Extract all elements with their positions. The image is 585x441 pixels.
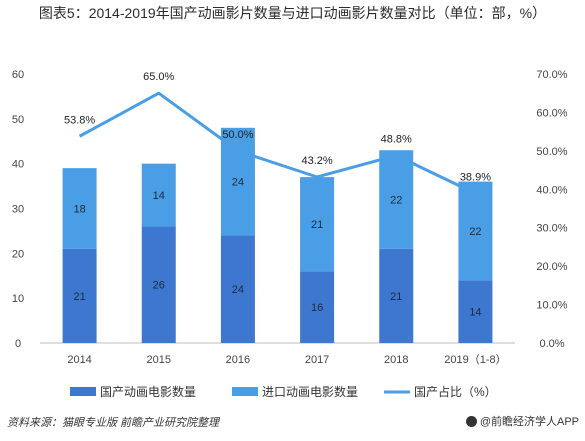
share-point-label: 50.0% (222, 129, 253, 141)
bar-domestic (62, 248, 97, 343)
y2-tick-label: 10.0% (536, 300, 567, 312)
share-point-label: 38.9% (460, 172, 491, 184)
share-point-label: 43.2% (301, 155, 332, 167)
bar-imported-label: 22 (469, 226, 481, 238)
legend-label: 国产占比（%） (414, 384, 497, 399)
share-point-label: 53.8% (64, 114, 95, 126)
legend-swatch (70, 387, 96, 396)
bar-imported (379, 150, 414, 249)
x-tick-label: 2015 (147, 354, 171, 366)
bar-imported-label: 24 (232, 177, 244, 189)
bar-domestic-label: 16 (311, 302, 323, 314)
bar-imported (458, 181, 493, 281)
bar-imported (300, 177, 335, 272)
y-tick-label: 60 (12, 69, 24, 81)
brand-logo-icon (465, 415, 477, 427)
bar-imported (62, 168, 97, 249)
legend-label: 进口动画电影数量 (262, 384, 358, 399)
bar-imported (220, 127, 255, 236)
y2-tick-label: 60.0% (536, 107, 567, 119)
brand-mark: @前瞻经济学人APP (465, 413, 579, 429)
bar-imported-label: 18 (73, 204, 85, 216)
bar-domestic-label: 24 (232, 284, 244, 296)
share-line (78, 91, 477, 195)
bar-domestic (141, 226, 176, 343)
bar-domestic-label: 21 (390, 291, 402, 303)
y-tick-label: 10 (12, 293, 24, 305)
bar-domestic (458, 280, 493, 343)
y2-tick-label: 20.0% (536, 261, 567, 273)
bar-imported (141, 163, 176, 227)
bar-domestic-label: 21 (73, 291, 85, 303)
y2-tick-label: 0.0% (539, 338, 564, 350)
share-point-label: 48.8% (381, 133, 412, 145)
y-tick-label: 20 (12, 248, 24, 260)
bar-domestic (379, 248, 414, 343)
y-tick-label: 40 (12, 159, 24, 171)
y-tick-label: 30 (12, 204, 24, 216)
bar-domestic-label: 26 (153, 280, 165, 292)
bar-domestic (300, 271, 335, 343)
bar-imported-label: 14 (153, 190, 165, 202)
x-tick-label: 2017 (305, 354, 329, 366)
y-tick-label: 0 (15, 338, 21, 350)
bar-domestic-label: 14 (469, 307, 481, 319)
y-tick-label: 50 (12, 114, 24, 126)
source-note: 资料来源：猫眼专业版 前瞻产业研究院整理 (7, 417, 220, 429)
y2-tick-label: 40.0% (536, 184, 567, 196)
legend-label: 国产动画电影数量 (100, 384, 196, 399)
brand-label: @前瞻经济学人APP (479, 416, 579, 428)
bar-imported-label: 22 (390, 195, 402, 207)
legend-swatch (232, 387, 258, 396)
x-tick-label: 2018 (384, 354, 408, 366)
x-tick-label: 2016 (226, 354, 250, 366)
y2-tick-label: 50.0% (536, 146, 567, 158)
y2-tick-label: 70.0% (536, 69, 567, 81)
chart-title: 图表5：2014-2019年国产动画影片数量与进口动画影片数量对比（单位：部，%… (38, 5, 547, 21)
share-point-label: 65.0% (143, 71, 174, 83)
x-tick-label: 2019（1-8） (444, 353, 506, 366)
y2-tick-label: 30.0% (536, 223, 567, 235)
bar-imported-label: 21 (311, 219, 323, 231)
bar-domestic (220, 235, 255, 343)
x-tick-label: 2014 (67, 354, 91, 366)
